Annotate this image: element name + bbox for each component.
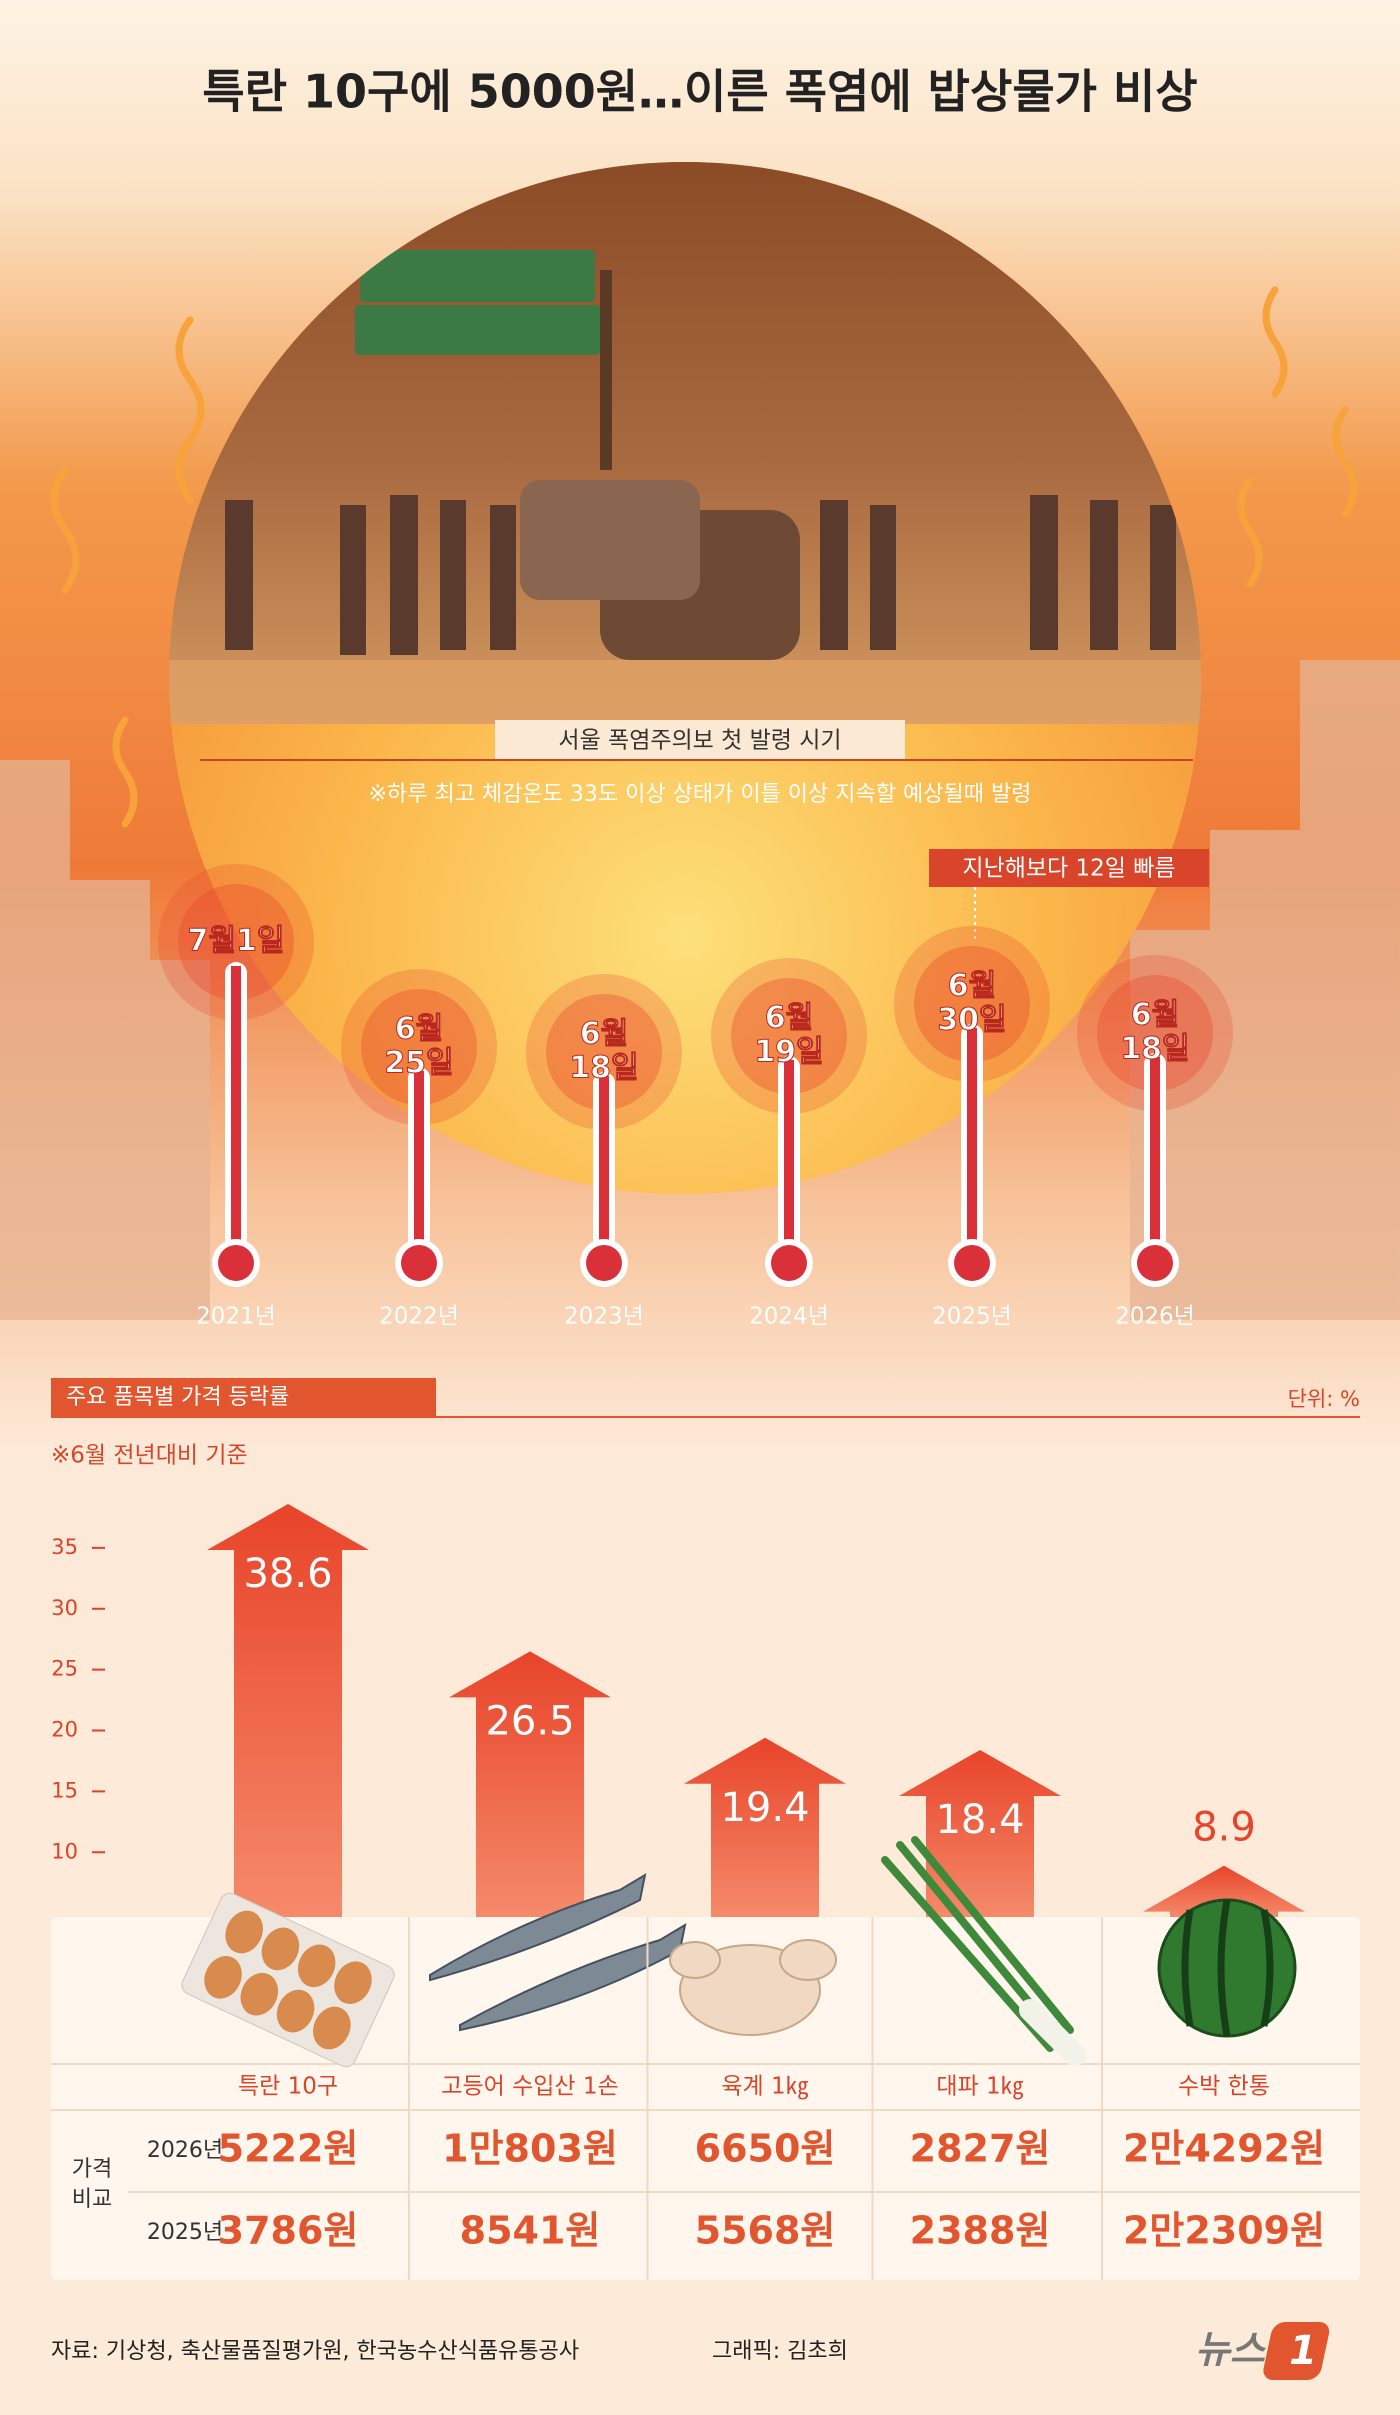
unit: 단위: %: [1288, 1387, 1360, 1411]
chart-title-box: [51, 1378, 436, 1417]
year-label: 2026년: [1115, 1304, 1195, 1330]
marker-halo: [914, 946, 1030, 1062]
thermometer-bulb: [1137, 1245, 1173, 1281]
date-label: 6월: [580, 1017, 628, 1052]
y-tick-label: 20: [51, 1718, 78, 1742]
date-label: 7월1일: [188, 924, 285, 959]
table-header: 비교: [72, 2187, 112, 2212]
date-label: 6월: [395, 1012, 443, 1047]
heatwave-title-box: [495, 720, 905, 760]
thermometer-mercury: [967, 1028, 977, 1263]
arrow-bar: [207, 1504, 369, 1917]
year-label: 2023년: [564, 1304, 644, 1330]
year-label: 2022년: [379, 1304, 459, 1330]
logo-badge: [1263, 2322, 1330, 2380]
y-tick-label: 35: [51, 1535, 78, 1559]
price: 5222원: [218, 2127, 359, 2171]
source: 자료: 기상청, 축산물품질평가원, 한국농수산식품유통공사: [51, 2339, 579, 2364]
thermometer-bulb: [401, 1245, 437, 1281]
marker-halo: [894, 926, 1050, 1082]
thermometer-bulb: [218, 1245, 254, 1281]
date-label: 6월: [948, 969, 996, 1004]
credit: 그래픽: 김초희: [712, 2339, 848, 2364]
thermometer-mercury: [414, 1071, 424, 1263]
thermometer-mercury: [599, 1076, 609, 1263]
y-tick-label: 15: [51, 1778, 78, 1802]
thermometer-bulb: [586, 1245, 622, 1281]
thermometers: 7월1일2021년6월25일2022년6월18일2023년6월19일2024년6…: [158, 864, 1233, 1330]
row-year: 2026년: [147, 2138, 223, 2163]
value-label: 26.5: [485, 1698, 574, 1744]
y-tick-label: 25: [51, 1657, 78, 1681]
y-tick-label: 30: [51, 1596, 78, 1620]
price: 3786원: [218, 2209, 359, 2253]
price: 1만803원: [442, 2127, 618, 2171]
value-label: 19.4: [720, 1785, 809, 1831]
year-label: 2021년: [196, 1304, 276, 1330]
table-header: 가격: [72, 2157, 112, 2182]
heatwave-note: ※하루 최고 체감온도 33도 이상 상태가 이틀 이상 지속할 예상될때 발령: [369, 782, 1032, 807]
marker-halo: [731, 978, 847, 1094]
logo-number: 1: [1289, 2328, 1317, 2374]
arrow-bar: [449, 1651, 611, 1917]
chart-title: 주요 품목별 가격 등락률: [66, 1385, 289, 1410]
price: 8541원: [460, 2209, 601, 2253]
chart-note: ※6월 전년대비 기준: [51, 1443, 248, 1469]
buildings: [0, 660, 1400, 1320]
category-label: 수박 한통: [1178, 2074, 1270, 2100]
value-label: 18.4: [935, 1797, 1024, 1843]
marker-halo: [178, 884, 294, 1000]
category-label: 대파 1㎏: [936, 2074, 1023, 2101]
year-label: 2025년: [932, 1304, 1012, 1330]
category-label: 특란 10구: [238, 2074, 338, 2100]
arrow-bar: [1143, 1865, 1305, 1917]
date-label: 18일: [569, 1051, 638, 1086]
marker-halo: [158, 864, 314, 1020]
thermometer-mercury: [1150, 1057, 1160, 1263]
marker-halo: [1077, 955, 1233, 1111]
marker-halo: [341, 969, 497, 1125]
date-label: 19일: [754, 1035, 823, 1070]
year-label: 2024년: [749, 1304, 829, 1330]
thermometer-bulb: [771, 1245, 807, 1281]
item-illustrations: [181, 1836, 1297, 2068]
category-label: 육계 1㎏: [721, 2074, 808, 2101]
category-label: 고등어 수입산 1손: [441, 2074, 618, 2100]
price: 2827원: [910, 2127, 1051, 2171]
thermometer-bulb: [954, 1245, 990, 1281]
marker-halo: [546, 994, 662, 1110]
logo: 뉴스: [1195, 2328, 1267, 2372]
date-label: 30일: [937, 1003, 1006, 1038]
date-label: 18일: [1120, 1032, 1189, 1067]
callout: 지난해보다 12일 빠름: [962, 856, 1175, 882]
title: 특란 10구에 5000원…이른 폭염에 밥상물가 비상: [202, 65, 1197, 119]
value-label: 38.6: [243, 1551, 332, 1597]
marker-halo: [526, 974, 682, 1130]
thermometer-mercury: [231, 966, 241, 1263]
thermometer-mercury: [784, 1060, 794, 1263]
y-tick-label: 10: [51, 1839, 78, 1863]
value-label: 8.9: [1192, 1805, 1256, 1851]
marker-halo: [711, 958, 867, 1114]
date-label: 25일: [384, 1046, 453, 1081]
callout-box: [929, 849, 1209, 887]
price-table: 특란 10구 고등어 수입산 1손 육계 1㎏ 대파 1㎏ 수박 한통 2026년5222…: [147, 1917, 1325, 2280]
heatwave-title: 서울 폭염주의보 첫 발령 시기: [558, 728, 841, 754]
date-label: 6월: [765, 1001, 813, 1036]
price: 5568원: [695, 2209, 836, 2253]
date-label: 6월: [1131, 998, 1179, 1033]
row-year: 2025년: [147, 2220, 223, 2245]
marker-halo: [361, 989, 477, 1105]
arrow-bar: [684, 1737, 846, 1917]
price: 6650원: [695, 2127, 836, 2171]
price: 2388원: [910, 2209, 1051, 2253]
price: 2만4292원: [1123, 2127, 1325, 2171]
marker-halo: [1097, 975, 1213, 1091]
heat-waves: [50, 286, 1358, 828]
price: 2만2309원: [1123, 2209, 1325, 2253]
